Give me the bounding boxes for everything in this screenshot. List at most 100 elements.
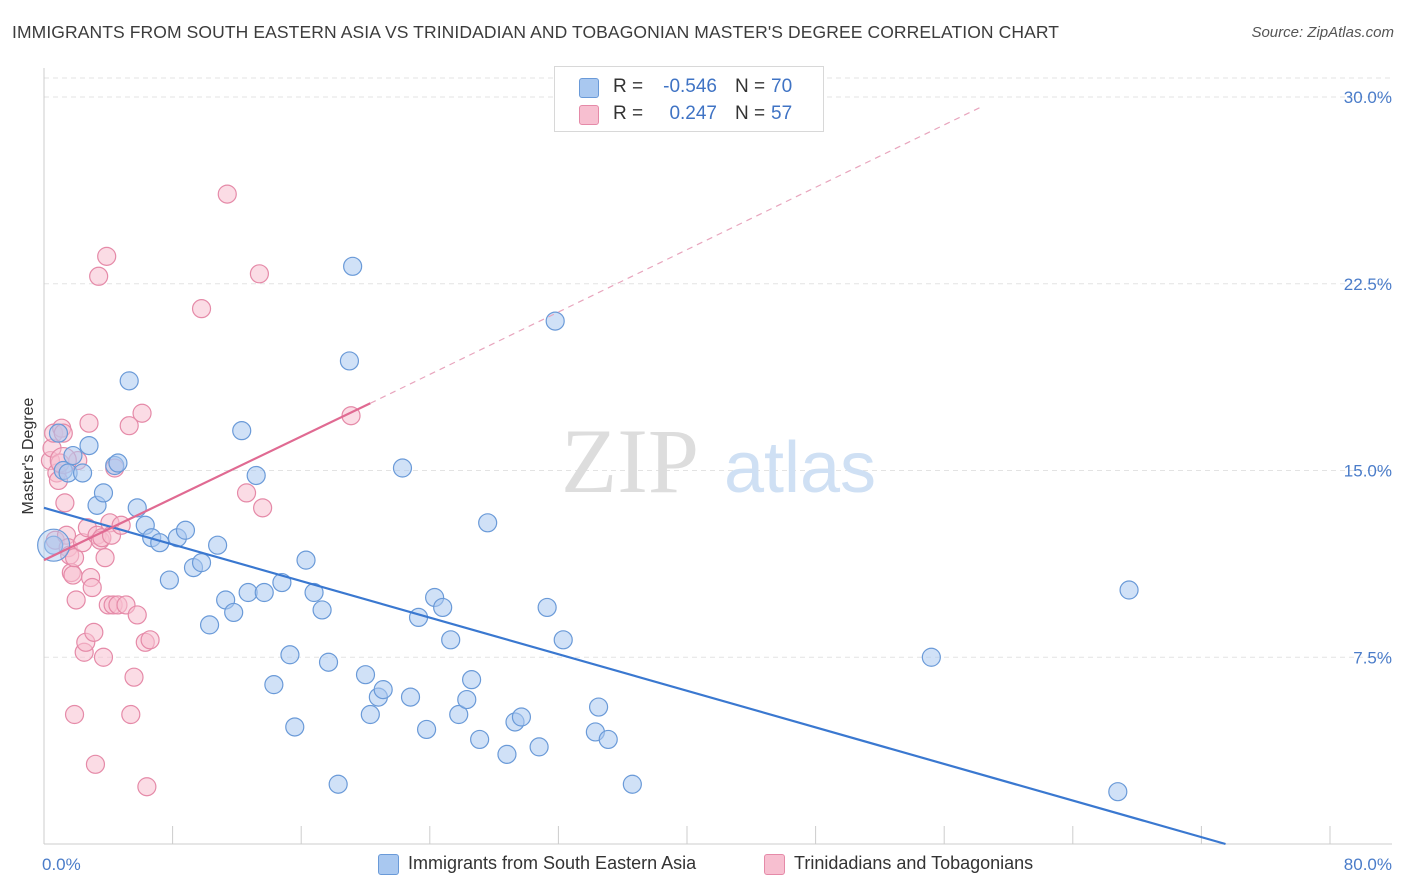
sea-point xyxy=(360,704,380,725)
tt-point xyxy=(127,605,147,625)
tt-point xyxy=(249,264,270,284)
legend-n-value: 70 xyxy=(771,76,793,97)
tt-point xyxy=(82,577,102,598)
sea-point xyxy=(457,689,477,710)
legend-row-tt: R = 0.247 N = 57 xyxy=(555,102,823,128)
sea-point xyxy=(1119,580,1139,600)
tt-trend-line xyxy=(43,402,371,562)
tt-point xyxy=(85,754,106,774)
legend-r-label: R = xyxy=(613,103,644,124)
tt-point xyxy=(140,630,160,650)
tt-point xyxy=(63,565,83,585)
sea-point xyxy=(343,256,363,276)
legend-swatch-tt xyxy=(579,105,599,125)
sea-point xyxy=(588,697,609,717)
chart-title: IMMIGRANTS FROM SOUTH EASTERN ASIA VS TR… xyxy=(12,22,1060,42)
sea-point xyxy=(93,483,114,503)
y-axis-label: Master's Degree xyxy=(20,397,37,514)
legend-r-value: 0.247 xyxy=(669,103,717,124)
sea-point xyxy=(433,597,453,618)
sea-point xyxy=(280,645,300,665)
y-tick-label: 30.0% xyxy=(1344,88,1392,107)
y-tick-label: 22.5% xyxy=(1344,275,1392,294)
tt-point xyxy=(55,493,75,513)
legend-n-value: 57 xyxy=(771,103,793,124)
tt-point xyxy=(89,266,109,286)
sea-point xyxy=(318,652,339,672)
series-label-tt: Trinidadians and Tobagonians xyxy=(794,853,1034,873)
correlation-legend: R = -0.546 N = 70 R = 0.247 N = 57 xyxy=(554,66,824,132)
sea-point xyxy=(529,737,549,757)
sea-point xyxy=(199,615,220,635)
source-label: Source: ZipAtlas.com xyxy=(1251,24,1394,41)
sea-point xyxy=(373,680,393,700)
x-tick-label: 0.0% xyxy=(42,855,81,874)
tt-point xyxy=(236,483,257,503)
legend-n-label: N = xyxy=(735,76,766,97)
sea-point xyxy=(408,607,429,628)
legend-swatch-sea xyxy=(579,78,599,98)
sea-point xyxy=(304,582,324,603)
sea-point xyxy=(355,665,376,685)
tt-point xyxy=(217,184,237,204)
sea-point xyxy=(478,513,498,533)
grid-lines xyxy=(44,77,1392,658)
tt-point xyxy=(253,498,273,518)
sea-point xyxy=(339,351,360,371)
sea-point xyxy=(72,463,93,483)
trinidadian-points xyxy=(40,184,361,797)
tt-point xyxy=(119,416,139,436)
y-tick-label: 7.5% xyxy=(1353,648,1392,667)
tt-point xyxy=(64,548,85,568)
sea-point xyxy=(63,445,83,466)
tt-point xyxy=(124,667,144,687)
sea-point xyxy=(119,371,139,391)
tt-point xyxy=(79,413,99,433)
legend-row-sea: R = -0.546 N = 70 xyxy=(555,75,823,101)
sea-point xyxy=(511,707,532,727)
watermark-atlas: atlas xyxy=(724,428,876,508)
sea-point xyxy=(1108,782,1128,802)
sea-point xyxy=(470,729,490,750)
tt-point xyxy=(97,246,117,266)
sea-point xyxy=(79,436,99,456)
sea-point xyxy=(159,570,179,590)
series-label-sea: Immigrants from South Eastern Asia xyxy=(408,853,697,873)
sea-point xyxy=(264,675,284,695)
sea-point xyxy=(392,458,413,478)
sea-point xyxy=(449,704,469,725)
sea-point xyxy=(461,670,482,690)
sea-point xyxy=(416,719,437,740)
sea-point xyxy=(232,421,252,441)
sea-point xyxy=(497,744,517,764)
series-swatch-sea xyxy=(378,854,399,875)
sea-point xyxy=(400,687,421,707)
tt-point xyxy=(93,647,114,667)
tt-point xyxy=(121,704,141,725)
sea-point xyxy=(191,553,212,573)
tt-point xyxy=(84,622,104,642)
sea-point xyxy=(296,550,316,570)
trend-lines xyxy=(43,106,1226,846)
sea-point xyxy=(537,597,557,618)
sea-point xyxy=(175,520,196,540)
legend-r-value: -0.546 xyxy=(663,76,717,97)
x-tick-label: 80.0% xyxy=(1344,855,1392,874)
sea-point xyxy=(208,535,228,555)
tick-labels: 7.5% 15.0% 22.5% 30.0% 0.0% 80.0% xyxy=(42,88,1392,874)
sea-point xyxy=(44,535,64,555)
sea-point xyxy=(598,729,618,750)
tt-point xyxy=(66,590,86,610)
sea-trend-line xyxy=(43,506,1226,846)
legend-r-label: R = xyxy=(613,76,644,97)
sea-point xyxy=(441,630,461,650)
y-tick-label: 15.0% xyxy=(1344,462,1392,481)
legend-n-label: N = xyxy=(735,103,766,124)
tt-point xyxy=(64,704,85,725)
sea-point xyxy=(545,311,565,331)
sea-point xyxy=(224,602,244,623)
sea-point xyxy=(272,572,292,593)
sea-point xyxy=(246,465,266,486)
tt-point xyxy=(191,299,212,319)
sea-point xyxy=(108,453,128,473)
